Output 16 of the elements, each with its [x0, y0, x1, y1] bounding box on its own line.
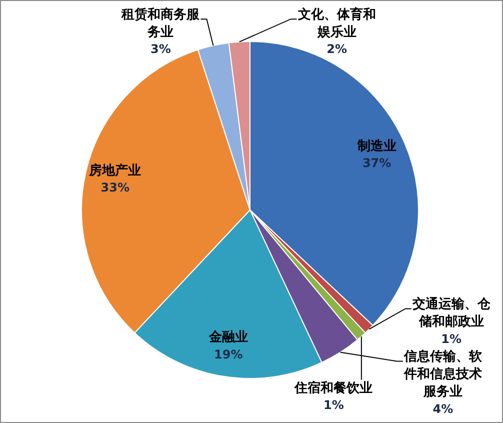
slice-label: 制造业: [356, 138, 396, 154]
data-label: 33%: [100, 180, 130, 195]
slice-label: 文化、体育和娱乐业: [296, 6, 376, 40]
slice-label: 住宿和餐饮业: [294, 380, 373, 396]
data-label: 3%: [150, 42, 171, 56]
slice-label: 信息传输、软件和信息技术服务业: [402, 348, 483, 400]
data-label: 1%: [324, 398, 344, 412]
data-label: 4%: [432, 402, 454, 416]
slice-label: 交通运输、仓储和邮政业: [411, 296, 492, 330]
data-label: 2%: [326, 42, 347, 56]
data-label: 1%: [441, 332, 462, 346]
slice-label: 金融业: [208, 330, 248, 346]
data-label: 37%: [362, 156, 392, 170]
slice-label: 房地产业: [88, 162, 142, 178]
data-label: 19%: [214, 347, 243, 362]
slice-label: 租赁和商务服务业: [120, 6, 201, 40]
